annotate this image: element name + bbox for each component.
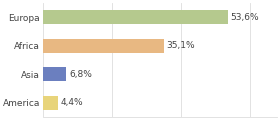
Bar (43, 10, 228, 24)
Bar (43, 96, 58, 110)
Text: 53,6%: 53,6% (230, 13, 259, 22)
Text: 6,8%: 6,8% (69, 70, 92, 79)
Text: 4,4%: 4,4% (61, 98, 83, 107)
Bar (43, 39, 164, 53)
Text: 35,1%: 35,1% (167, 41, 195, 50)
Bar (43, 67, 66, 81)
